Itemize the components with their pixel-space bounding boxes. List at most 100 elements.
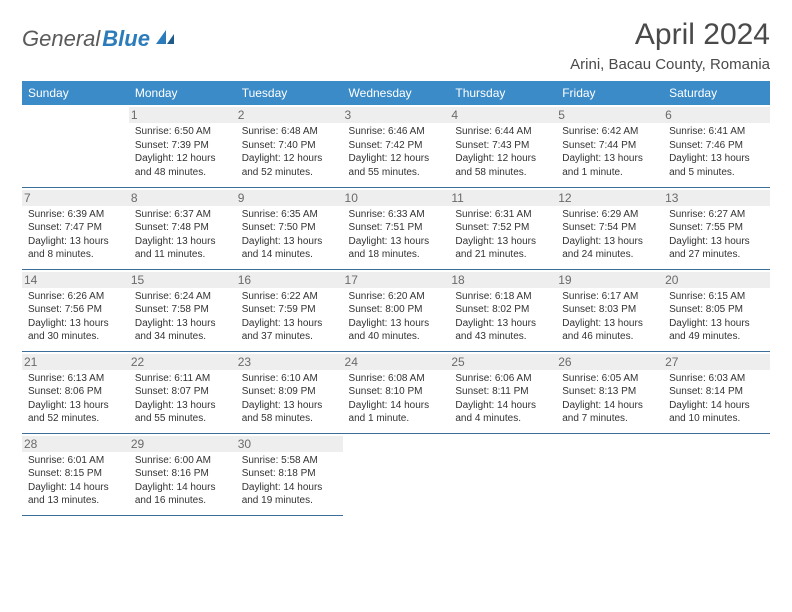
day-info: Sunrise: 6:26 AMSunset: 7:56 PMDaylight:…: [28, 290, 123, 344]
day-cell: 21 Sunrise: 6:13 AMSunset: 8:06 PMDayligh…: [22, 351, 129, 433]
day-info: Sunrise: 6:10 AMSunset: 8:09 PMDaylight:…: [242, 372, 337, 426]
day-number: 12: [556, 190, 663, 206]
dayname-header: Thursday: [449, 81, 556, 105]
day-number: 17: [343, 272, 450, 288]
day-number: 3: [343, 107, 450, 123]
day-info: Sunrise: 6:41 AMSunset: 7:46 PMDaylight:…: [669, 125, 764, 179]
week-row: 21 Sunrise: 6:13 AMSunset: 8:06 PMDayligh…: [22, 351, 770, 433]
day-info: Sunrise: 6:42 AMSunset: 7:44 PMDaylight:…: [562, 125, 657, 179]
day-cell: 3Sunrise: 6:46 AMSunset: 7:42 PMDaylight…: [343, 105, 450, 187]
day-info: Sunrise: 6:06 AMSunset: 8:11 PMDaylight:…: [455, 372, 550, 426]
day-info: Sunrise: 6:01 AMSunset: 8:15 PMDaylight:…: [28, 454, 123, 508]
day-cell: 11 Sunrise: 6:31 AMSunset: 7:52 PMDayligh…: [449, 187, 556, 269]
logo: GeneralBlue: [22, 26, 176, 52]
day-number: 22: [129, 354, 236, 370]
day-cell: 5Sunrise: 6:42 AMSunset: 7:44 PMDaylight…: [556, 105, 663, 187]
week-row: 28 Sunrise: 6:01 AMSunset: 8:15 PMDayligh…: [22, 433, 770, 515]
day-info: Sunrise: 6:33 AMSunset: 7:51 PMDaylight:…: [349, 208, 444, 262]
day-info: Sunrise: 6:13 AMSunset: 8:06 PMDaylight:…: [28, 372, 123, 426]
day-info: Sunrise: 6:18 AMSunset: 8:02 PMDaylight:…: [455, 290, 550, 344]
day-number: 6: [663, 107, 770, 123]
day-cell: 8Sunrise: 6:37 AMSunset: 7:48 PMDaylight…: [129, 187, 236, 269]
day-cell: 15 Sunrise: 6:24 AMSunset: 7:58 PMDayligh…: [129, 269, 236, 351]
dayname-header: Sunday: [22, 81, 129, 105]
day-number: 27: [663, 354, 770, 370]
day-cell: 7 Sunrise: 6:39 AMSunset: 7:47 PMDaylight…: [22, 187, 129, 269]
day-info: Sunrise: 6:29 AMSunset: 7:54 PMDaylight:…: [562, 208, 657, 262]
day-cell: 10 Sunrise: 6:33 AMSunset: 7:51 PMDayligh…: [343, 187, 450, 269]
logo-sail-icon: [154, 28, 176, 51]
day-cell: 30 Sunrise: 5:58 AMSunset: 8:18 PMDayligh…: [236, 433, 343, 515]
day-cell: 23 Sunrise: 6:10 AMSunset: 8:09 PMDayligh…: [236, 351, 343, 433]
day-cell: 28 Sunrise: 6:01 AMSunset: 8:15 PMDayligh…: [22, 433, 129, 515]
day-cell: 6 Sunrise: 6:41 AMSunset: 7:46 PMDaylight…: [663, 105, 770, 187]
day-number: 25: [449, 354, 556, 370]
day-cell: [663, 433, 770, 515]
day-cell: 13 Sunrise: 6:27 AMSunset: 7:55 PMDayligh…: [663, 187, 770, 269]
dayname-header: Friday: [556, 81, 663, 105]
day-info: Sunrise: 6:22 AMSunset: 7:59 PMDaylight:…: [242, 290, 337, 344]
day-info: Sunrise: 6:27 AMSunset: 7:55 PMDaylight:…: [669, 208, 764, 262]
day-cell: 20 Sunrise: 6:15 AMSunset: 8:05 PMDayligh…: [663, 269, 770, 351]
day-number: 28: [22, 436, 129, 452]
day-info: Sunrise: 6:20 AMSunset: 8:00 PMDaylight:…: [349, 290, 444, 344]
day-number: 15: [129, 272, 236, 288]
day-info: Sunrise: 6:15 AMSunset: 8:05 PMDaylight:…: [669, 290, 764, 344]
day-number: 10: [343, 190, 450, 206]
day-number: 1: [129, 107, 236, 123]
day-cell: 19Sunrise: 6:17 AMSunset: 8:03 PMDayligh…: [556, 269, 663, 351]
day-cell: 24 Sunrise: 6:08 AMSunset: 8:10 PMDayligh…: [343, 351, 450, 433]
dayname-header: Wednesday: [343, 81, 450, 105]
day-info: Sunrise: 6:50 AMSunset: 7:39 PMDaylight:…: [135, 125, 230, 179]
day-info: Sunrise: 6:39 AMSunset: 7:47 PMDaylight:…: [28, 208, 123, 262]
day-number: 29: [129, 436, 236, 452]
day-cell: 1 Sunrise: 6:50 AMSunset: 7:39 PMDaylight…: [129, 105, 236, 187]
dayname-header: Monday: [129, 81, 236, 105]
day-number: 16: [236, 272, 343, 288]
day-info: Sunrise: 6:37 AMSunset: 7:48 PMDaylight:…: [135, 208, 230, 262]
day-cell: 18 Sunrise: 6:18 AMSunset: 8:02 PMDayligh…: [449, 269, 556, 351]
logo-text-2: Blue: [102, 26, 150, 52]
day-info: Sunrise: 6:00 AMSunset: 8:16 PMDaylight:…: [135, 454, 230, 508]
day-cell: 25 Sunrise: 6:06 AMSunset: 8:11 PMDayligh…: [449, 351, 556, 433]
logo-text-1: General: [22, 26, 100, 52]
day-number: 11: [449, 190, 556, 206]
day-number: 20: [663, 272, 770, 288]
day-cell: [556, 433, 663, 515]
week-row: 1 Sunrise: 6:50 AMSunset: 7:39 PMDaylight…: [22, 105, 770, 187]
dayname-header: Saturday: [663, 81, 770, 105]
day-cell: [449, 433, 556, 515]
title-block: April 2024 Arini, Bacau County, Romania: [570, 18, 770, 73]
day-info: Sunrise: 5:58 AMSunset: 8:18 PMDaylight:…: [242, 454, 337, 508]
day-cell: 12 Sunrise: 6:29 AMSunset: 7:54 PMDayligh…: [556, 187, 663, 269]
day-number: 18: [449, 272, 556, 288]
day-info: Sunrise: 6:35 AMSunset: 7:50 PMDaylight:…: [242, 208, 337, 262]
day-number: 2: [236, 107, 343, 123]
day-cell: 2 Sunrise: 6:48 AMSunset: 7:40 PMDaylight…: [236, 105, 343, 187]
day-info: Sunrise: 6:31 AMSunset: 7:52 PMDaylight:…: [455, 208, 550, 262]
header: GeneralBlue April 2024 Arini, Bacau Coun…: [22, 18, 770, 73]
day-info: Sunrise: 6:48 AMSunset: 7:40 PMDaylight:…: [242, 125, 337, 179]
day-number: 30: [236, 436, 343, 452]
day-number: 14: [22, 272, 129, 288]
day-info: Sunrise: 6:08 AMSunset: 8:10 PMDaylight:…: [349, 372, 444, 426]
day-number: 4: [449, 107, 556, 123]
day-info: Sunrise: 6:11 AMSunset: 8:07 PMDaylight:…: [135, 372, 230, 426]
day-number: 19: [556, 272, 663, 288]
day-number: 24: [343, 354, 450, 370]
location: Arini, Bacau County, Romania: [570, 56, 770, 73]
day-number: 23: [236, 354, 343, 370]
day-cell: 17 Sunrise: 6:20 AMSunset: 8:00 PMDayligh…: [343, 269, 450, 351]
day-number: 26: [556, 354, 663, 370]
day-number: 13: [663, 190, 770, 206]
day-cell: [22, 105, 129, 187]
day-cell: 27Sunrise: 6:03 AMSunset: 8:14 PMDayligh…: [663, 351, 770, 433]
day-cell: 9Sunrise: 6:35 AMSunset: 7:50 PMDaylight…: [236, 187, 343, 269]
day-info: Sunrise: 6:24 AMSunset: 7:58 PMDaylight:…: [135, 290, 230, 344]
day-cell: 29 Sunrise: 6:00 AMSunset: 8:16 PMDayligh…: [129, 433, 236, 515]
day-cell: 22 Sunrise: 6:11 AMSunset: 8:07 PMDayligh…: [129, 351, 236, 433]
day-number: 21: [22, 354, 129, 370]
day-cell: [343, 433, 450, 515]
day-info: Sunrise: 6:44 AMSunset: 7:43 PMDaylight:…: [455, 125, 550, 179]
day-number: 7: [22, 190, 129, 206]
